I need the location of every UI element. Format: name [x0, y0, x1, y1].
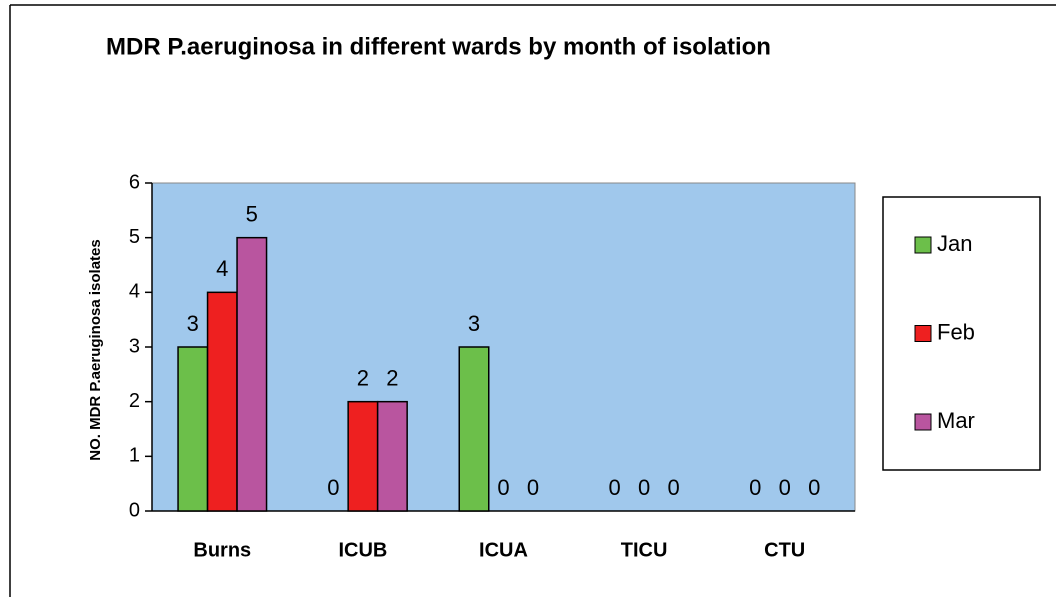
value-label: 0: [808, 475, 820, 500]
y-tick-label: 0: [129, 499, 140, 521]
chart-title: MDR P.aeruginosa in different wards by m…: [106, 33, 771, 60]
legend-label: Feb: [937, 319, 975, 344]
legend-label: Jan: [937, 231, 972, 256]
legend-box: [882, 196, 1041, 471]
x-tick-label: CTU: [764, 539, 805, 561]
x-tick-label: ICUA: [479, 539, 528, 561]
value-label: 0: [608, 475, 620, 500]
bar: [236, 236, 268, 512]
y-tick-label: 5: [129, 226, 140, 248]
x-tick-label: TICU: [621, 539, 668, 561]
y-tick-label: 2: [129, 390, 140, 412]
y-tick-label: 1: [129, 445, 140, 467]
value-label: 4: [216, 256, 228, 281]
title-group: MDR P.aeruginosa in different wards by m…: [106, 33, 771, 60]
x-tick-label: Burns: [193, 539, 251, 561]
y-tick-label: 3: [129, 335, 140, 357]
value-label: 3: [468, 311, 480, 336]
value-label: 0: [327, 475, 339, 500]
value-label: 2: [357, 365, 369, 390]
bar: [376, 400, 408, 512]
legend-label: Mar: [937, 408, 975, 433]
bar: [458, 346, 490, 512]
value-label: 0: [779, 475, 791, 500]
legend-swatch: [914, 325, 932, 342]
legend-swatch: [914, 236, 932, 254]
value-label: 5: [246, 201, 258, 226]
y-axis-label: NO. MDR P.aeruginosa isolates: [87, 239, 104, 460]
value-label: 0: [638, 475, 650, 500]
value-label: 0: [667, 475, 679, 500]
legend-swatch: [914, 413, 932, 431]
value-label: 2: [386, 365, 398, 390]
value-label: 0: [497, 475, 509, 500]
x-tick-label: ICUB: [338, 539, 387, 561]
y-tick-label: 4: [129, 281, 140, 303]
value-label: 0: [749, 475, 761, 500]
bar: [347, 400, 379, 512]
value-label: 0: [527, 475, 539, 500]
y-tick-label: 6: [129, 171, 140, 193]
bar: [206, 291, 238, 512]
value-label: 3: [187, 311, 199, 336]
bar: [177, 346, 209, 512]
